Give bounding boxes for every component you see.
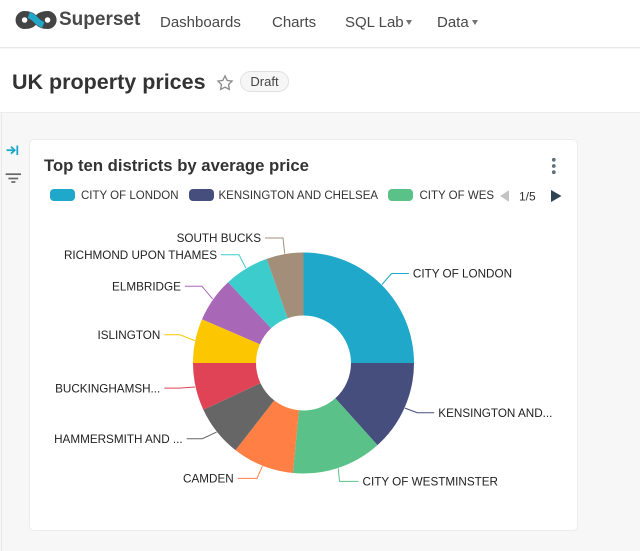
- svg-text:1/5: 1/5: [519, 190, 536, 204]
